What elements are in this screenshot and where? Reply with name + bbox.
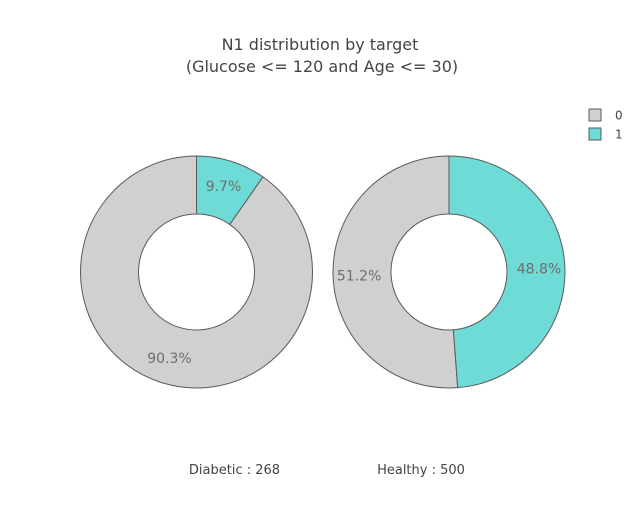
slice-1[interactable] bbox=[448, 155, 566, 389]
legend-label: 0 bbox=[615, 109, 623, 123]
donut-caption: Healthy : 500 bbox=[377, 463, 465, 478]
legend-swatch bbox=[588, 108, 602, 122]
captions-layer: Diabetic : 268 Healthy : 500 bbox=[189, 463, 465, 478]
slice-label: 48.8% bbox=[517, 262, 561, 278]
chart-title: N1 distribution by target bbox=[222, 35, 419, 54]
legend[interactable]: 01 bbox=[588, 108, 623, 142]
legend-item-1[interactable]: 1 bbox=[588, 127, 623, 142]
slice-label: 9.7% bbox=[206, 179, 242, 195]
slice-label: 51.2% bbox=[337, 268, 381, 284]
legend-label: 1 bbox=[615, 128, 623, 142]
slice-1[interactable] bbox=[196, 155, 264, 226]
slice-label: 90.3% bbox=[147, 351, 191, 367]
legend-swatch bbox=[588, 127, 602, 141]
slice-0[interactable] bbox=[80, 155, 313, 389]
slice-0[interactable] bbox=[332, 155, 459, 389]
legend-item-0[interactable]: 0 bbox=[588, 108, 623, 123]
donut-1: 51.2% 48.8% bbox=[332, 155, 566, 389]
donut-caption: Diabetic : 268 bbox=[189, 463, 280, 478]
chart-subtitle: (Glucose <= 120 and Age <= 30) bbox=[186, 57, 458, 76]
pies-layer: 90.3% 9.7% 51.2% 48.8% bbox=[80, 155, 566, 389]
donut-0: 90.3% 9.7% bbox=[80, 155, 313, 389]
